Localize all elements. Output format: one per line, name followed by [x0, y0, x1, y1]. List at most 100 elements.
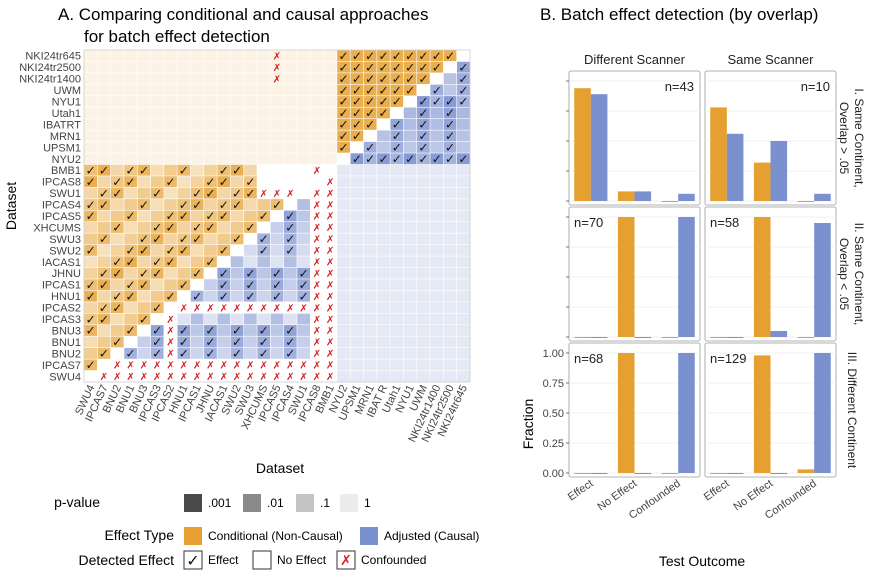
legend-pvalue-swatch-2	[243, 494, 261, 512]
heatmap-cell	[204, 325, 217, 336]
heatmap-cell	[417, 73, 430, 85]
heatmap-cell	[443, 199, 457, 210]
heatmap-cell	[110, 141, 124, 153]
heatmap-cell	[337, 267, 350, 279]
bar-adjusted	[634, 337, 652, 338]
effect-check-mark: ✓	[418, 49, 428, 63]
heatmap-cell	[403, 359, 417, 371]
heatmap-cell	[390, 176, 404, 188]
heatmap-cell	[403, 325, 417, 336]
heatmap-cell	[97, 359, 111, 371]
heatmap-cell	[257, 84, 271, 96]
heatmap-cell	[97, 267, 111, 279]
confounded-x-mark: ✗	[326, 315, 334, 326]
effect-check-mark: ✓	[99, 347, 109, 361]
heatmap-cell	[363, 187, 377, 199]
effect-check-mark: ✓	[232, 186, 242, 200]
heatmap-cell	[84, 256, 98, 268]
effect-check-mark: ✓	[339, 49, 349, 63]
bar-conditional	[617, 191, 635, 201]
legend-detected-title: Detected Effect	[79, 552, 175, 568]
heatmap-cell	[137, 118, 151, 130]
heatmap-cell	[204, 50, 217, 62]
heatmap-cell	[337, 118, 350, 130]
effect-check-mark: ✓	[205, 186, 215, 200]
heatmap-cell	[110, 61, 124, 73]
heatmap-cell	[403, 336, 417, 348]
effect-check-mark: ✓	[192, 221, 202, 235]
heatmap-cell	[377, 359, 390, 371]
heatmap-cell	[257, 50, 271, 62]
heatmap-cell	[177, 347, 191, 359]
effect-check-mark: ✓	[86, 278, 96, 292]
heatmap-cell	[270, 313, 284, 325]
heatmap-cell	[230, 50, 244, 62]
heatmap-cell	[350, 84, 364, 96]
heatmap-cell	[217, 325, 231, 336]
heatmap-cell	[350, 313, 364, 325]
heatmap-cell	[417, 336, 430, 348]
effect-check-mark: ✓	[445, 129, 455, 143]
heatmap-cell	[350, 50, 364, 62]
heatmap-cell	[204, 336, 217, 348]
effect-check-mark: ✓	[86, 358, 96, 372]
heatmap-cell	[190, 233, 204, 245]
effect-check-mark: ✓	[392, 72, 402, 86]
heatmap-cell	[217, 50, 231, 62]
confounded-x-mark: ✗	[259, 303, 267, 314]
heatmap-cell	[137, 325, 151, 336]
effect-check-mark: ✓	[112, 301, 122, 315]
heatmap-cell	[164, 130, 177, 142]
legend-pvalue-label-3: .1	[320, 496, 330, 510]
heatmap-cell	[177, 336, 191, 348]
effect-check-mark: ✓	[445, 95, 455, 109]
heatmap-cell	[310, 73, 324, 85]
effect-check-mark: ✓	[86, 209, 96, 223]
heatmap-cell	[390, 210, 404, 222]
heatmap-y-tick-label: BNU3	[52, 325, 81, 337]
heatmap-cell	[177, 84, 191, 96]
heatmap-cell	[257, 107, 271, 119]
heatmap-cell	[177, 96, 191, 107]
heatmap-cell	[230, 107, 244, 119]
heatmap-cell	[244, 96, 257, 107]
heatmap-cell	[456, 313, 470, 325]
heatmap-cell	[390, 359, 404, 371]
heatmap-cell	[417, 325, 430, 336]
effect-check-mark: ✓	[285, 232, 295, 246]
legend-confounded-swatch	[336, 550, 356, 570]
heatmap-cell	[377, 199, 390, 210]
confounded-x-mark: ✗	[326, 212, 334, 223]
heatmap-cell	[190, 244, 204, 256]
confounded-x-mark: ✗	[326, 349, 334, 360]
heatmap-cell	[443, 210, 457, 222]
heatmap-cell	[350, 267, 364, 279]
heatmap-cell	[164, 176, 177, 188]
heatmap-cell	[204, 61, 217, 73]
heatmap-cell	[177, 176, 191, 188]
heatmap-cell	[363, 336, 377, 348]
heatmap-cell	[164, 290, 177, 302]
heatmap-y-tick-label: BNU2	[52, 348, 81, 360]
effect-check-mark: ✓	[365, 60, 375, 74]
effect-check-mark: ✓	[339, 83, 349, 97]
heatmap-y-tick-label: BNU1	[52, 337, 81, 349]
confounded-x-mark: ✗	[153, 372, 161, 383]
heatmap-cell	[230, 176, 244, 188]
confounded-x-mark: ✗	[259, 361, 267, 372]
effect-check-mark: ✓	[139, 278, 149, 292]
heatmap-cell	[443, 290, 457, 302]
effect-check-mark: ✓	[285, 324, 295, 338]
effect-check-mark: ✓	[365, 83, 375, 97]
heatmap-cell	[283, 313, 297, 325]
heatmap-cell	[456, 176, 470, 188]
effect-check-mark: ✓	[445, 49, 455, 63]
heatmap-cell	[403, 279, 417, 291]
panel-b-title: B. Batch effect detection (by overlap)	[540, 5, 818, 24]
heatmap-cell	[84, 210, 98, 222]
effect-check-mark: ✓	[152, 324, 162, 338]
effect-check-mark: ✓	[365, 106, 375, 120]
heatmap-cell	[97, 61, 111, 73]
heatmap-cell	[390, 336, 404, 348]
